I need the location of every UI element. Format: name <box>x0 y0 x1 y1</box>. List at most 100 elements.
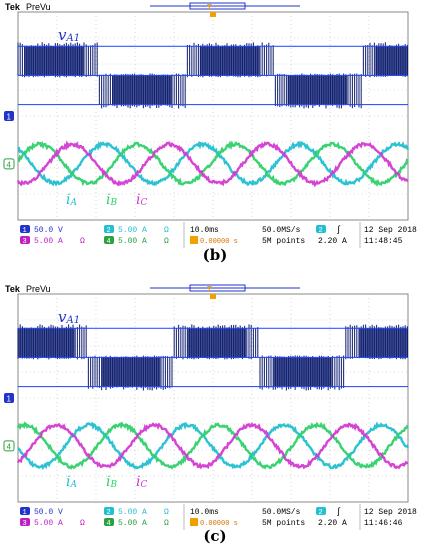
ch1-ground-label: 1 <box>7 113 12 122</box>
ch1-ground-marker <box>4 111 14 121</box>
trigger-ch-badge-num: 2 <box>319 509 323 517</box>
record-window <box>189 284 246 292</box>
ch4-ground-label: 4 <box>7 442 12 451</box>
current-label-b: iB <box>106 192 117 208</box>
current-label-sub: B <box>109 480 117 490</box>
ch4-ohm: Ω <box>164 519 169 528</box>
ch3-ohm: Ω <box>80 519 85 528</box>
record-length: 5M points <box>262 519 305 528</box>
voltage-label: vA1 <box>58 26 80 44</box>
current-label-sub: C <box>140 198 147 208</box>
trigger-level: 2.20 A <box>318 237 347 246</box>
ch3-scale: 5.00 A <box>34 519 63 528</box>
current-label-symbol: i <box>106 474 110 490</box>
ch4-scale: 5.00 A <box>118 237 147 246</box>
trigger-offset: 0.00000 s <box>200 520 238 528</box>
timebase: 10.0ms <box>190 508 219 517</box>
timebase: 10.0ms <box>190 226 219 235</box>
voltage-positive-block <box>24 46 84 76</box>
ch1-ground-marker <box>4 393 14 403</box>
trigger-ch-badge-num: 2 <box>319 227 323 235</box>
current-label-symbol: i <box>136 474 140 490</box>
ch4-ground-marker <box>3 158 15 170</box>
voltage-negative-block <box>287 75 348 105</box>
ch4-badge <box>104 518 114 526</box>
voltage-negative-block <box>101 357 161 387</box>
date: 12 Sep 2018 <box>364 226 417 235</box>
voltage-negative-block <box>111 75 172 105</box>
ch2-badge <box>104 225 114 233</box>
ch4-scale: 5.00 A <box>118 519 147 528</box>
current-waveform-iB <box>17 140 409 188</box>
trigger-time-marker <box>210 12 216 17</box>
current-label-b: iB <box>106 474 117 490</box>
figure-caption: (c) <box>203 527 227 545</box>
ch2-badge-num: 2 <box>107 227 111 235</box>
current-waveform-iA <box>17 140 410 187</box>
trigger-level: 2.20 A <box>318 519 347 528</box>
ch1-scale: 50.0 V <box>34 226 63 235</box>
voltage-waveform-vA1 <box>17 324 408 391</box>
trigger-ch-badge <box>316 225 326 233</box>
trigger-slope-icon: ∫ <box>336 225 341 235</box>
brand-label: Tek <box>5 284 21 294</box>
figure-caption: (b) <box>202 246 228 264</box>
ch3-badge <box>20 518 30 526</box>
voltage-positive-block <box>199 46 260 76</box>
trigger-ch-badge <box>316 507 326 515</box>
current-label-symbol: i <box>106 192 110 208</box>
sample-rate: 50.0MS/s <box>262 226 301 235</box>
voltage-positive-block <box>375 46 408 76</box>
ch3-badge <box>20 236 30 244</box>
ch2-badge <box>104 507 114 515</box>
ch3-badge-num: 3 <box>23 520 27 528</box>
ch3-scale: 5.00 A <box>34 237 63 246</box>
ch1-ground-label: 1 <box>7 395 12 404</box>
record-length: 5M points <box>262 237 305 246</box>
ch2-scale: 5.00 A <box>118 508 147 517</box>
voltage-positive-block <box>359 328 408 358</box>
current-label-c: iC <box>136 192 147 208</box>
ch4-badge <box>104 236 114 244</box>
current-waveform-iB <box>16 421 409 470</box>
current-label-sub: A <box>69 198 77 208</box>
ch2-ohm: Ω <box>164 226 169 235</box>
record-window <box>189 2 246 10</box>
brand-label: Tek <box>5 2 21 12</box>
voltage-positive-block <box>187 328 247 358</box>
sample-rate: 50.0MS/s <box>262 508 301 517</box>
voltage-label-sub: A1 <box>65 33 80 44</box>
ch1-badge <box>20 507 30 515</box>
ch1-badge <box>20 225 30 233</box>
trigger-offset-icon <box>190 518 198 526</box>
voltage-label: vA1 <box>58 308 80 326</box>
ch1-badge-num: 1 <box>23 509 27 517</box>
ch4-ground-marker <box>3 440 15 452</box>
current-label-symbol: i <box>66 192 70 208</box>
ch3-badge-num: 3 <box>23 238 27 246</box>
current-waveform-iC <box>16 140 409 188</box>
ch4-ohm: Ω <box>164 237 169 246</box>
voltage-negative-block <box>273 357 332 387</box>
current-label-sub: B <box>109 198 117 208</box>
current-label-symbol: i <box>66 474 70 490</box>
time: 11:46:46 <box>364 519 403 528</box>
trigger-position-marker: T <box>207 285 212 294</box>
ch4-badge-num: 4 <box>107 520 111 528</box>
ch2-ohm: Ω <box>164 508 169 517</box>
ch1-badge-num: 1 <box>23 227 27 235</box>
current-label-sub: C <box>140 480 147 490</box>
ch2-scale: 5.00 A <box>118 226 147 235</box>
date: 12 Sep 2018 <box>364 508 417 517</box>
trigger-time-marker <box>210 294 216 299</box>
current-label-symbol: i <box>136 192 140 208</box>
voltage-positive-block <box>18 328 75 358</box>
mode-label: PreVu <box>26 284 51 294</box>
current-waveform-iA <box>17 421 410 470</box>
ch1-scale: 50.0 V <box>34 508 63 517</box>
time: 11:48:45 <box>364 237 403 246</box>
readout-area <box>16 504 416 530</box>
mode-label: PreVu <box>26 2 51 12</box>
